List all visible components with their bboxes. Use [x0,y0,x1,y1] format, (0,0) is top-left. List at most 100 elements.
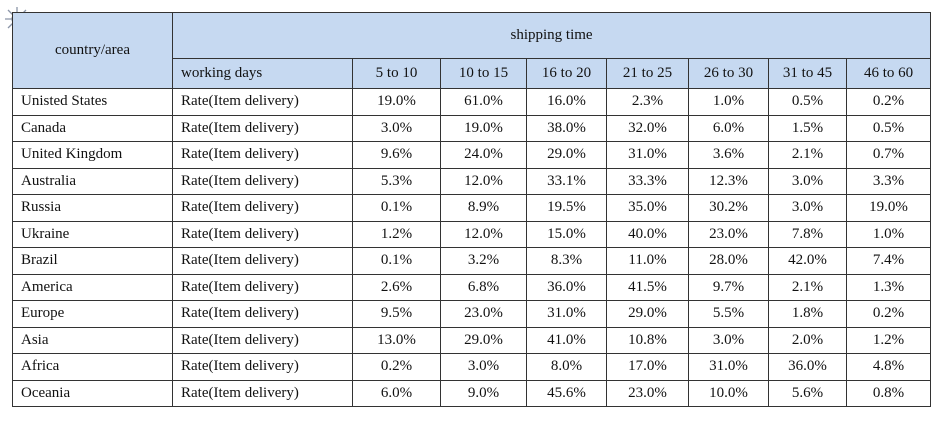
cell: 5.5% [688,300,769,328]
cell: 10.8% [606,326,689,354]
cell: Europe [12,300,173,328]
cell: 0.2% [845,300,932,328]
cell: 8.0% [526,353,607,381]
cell: 0.8% [845,379,932,407]
cell: 5.6% [768,379,847,407]
header-cell: country/area [12,12,173,89]
cell: 7.4% [845,247,932,275]
cell: 45.6% [526,379,607,407]
cell: 0.2% [352,353,441,381]
cell: Rate(Item delivery) [172,114,353,142]
cell: Rate(Item delivery) [172,220,353,248]
cell: Rate(Item delivery) [172,326,353,354]
cell: 0.1% [352,247,441,275]
cell: 9.6% [352,141,441,169]
cell: 32.0% [606,114,689,142]
cell: 1.3% [845,273,932,301]
cell: Rate(Item delivery) [172,273,353,301]
cell: 5 to 10 [352,58,441,89]
cell: 2.1% [768,273,847,301]
cell: 6.0% [352,379,441,407]
cell: 33.1% [526,167,607,195]
cell: 2.1% [768,141,847,169]
cell: 12.0% [440,220,527,248]
cell: 38.0% [526,114,607,142]
cell: 17.0% [606,353,689,381]
cell: 8.3% [526,247,607,275]
cell: 24.0% [440,141,527,169]
cell: 6.0% [688,114,769,142]
cell: 3.0% [768,194,847,222]
cell: 41.5% [606,273,689,301]
cell: Brazil [12,247,173,275]
cell: 5.3% [352,167,441,195]
cell: 19.5% [526,194,607,222]
cell: 30.2% [688,194,769,222]
cell: 1.2% [845,326,932,354]
data-row: Ukraine Rate(Item delivery) 1.2% 12.0% 15.0%… [12,220,932,248]
cell: 12.3% [688,167,769,195]
cell: 4.8% [845,353,932,381]
cell: 1.5% [768,114,847,142]
cell: 31.0% [526,300,607,328]
cell: Rate(Item delivery) [172,247,353,275]
data-row: Russia Rate(Item delivery) 0.1% 8.9% 19.5% 35… [12,194,932,222]
cell: 10.0% [688,379,769,407]
cell: 31.0% [688,353,769,381]
cell: 0.5% [768,88,847,116]
cell: 29.0% [526,141,607,169]
cell: 0.5% [845,114,932,142]
cell: 3.0% [440,353,527,381]
cell: 0.7% [845,141,932,169]
cell: 16.0% [526,88,607,116]
cell: 36.0% [526,273,607,301]
header-cell: shipping time [171,12,932,59]
cell: Rate(Item delivery) [172,167,353,195]
cell: 23.0% [440,300,527,328]
cell: Ukraine [12,220,173,248]
data-row: Canada Rate(Item delivery) 3.0% 19.0% 38.0% 3… [12,114,932,142]
cell: 61.0% [440,88,527,116]
data-row: Africa Rate(Item delivery) 0.2% 3.0% 8.0% 17.… [12,353,932,381]
table-body: country/area shipping time working days … [12,12,932,407]
data-row: Australia Rate(Item delivery) 5.3% 12.0% 33.… [12,167,932,195]
cell: 3.3% [845,167,932,195]
cell: 2.0% [768,326,847,354]
cell: 13.0% [352,326,441,354]
cell: 8.9% [440,194,527,222]
cell: 23.0% [688,220,769,248]
data-row: Oceania Rate(Item delivery) 6.0% 9.0% 45.6% 2… [12,379,932,407]
cell: Rate(Item delivery) [172,353,353,381]
cell: Russia [12,194,173,222]
cell: Australia [12,167,173,195]
cell: Rate(Item delivery) [172,88,353,116]
cell: 41.0% [526,326,607,354]
cell: 3.0% [688,326,769,354]
cell: 9.0% [440,379,527,407]
cell: Unisted States [12,88,173,116]
cell: 40.0% [606,220,689,248]
cell: 1.0% [845,220,932,248]
cell: 3.0% [352,114,441,142]
cell: 31 to 45 [768,58,847,89]
cell: 2.3% [606,88,689,116]
cell: 28.0% [688,247,769,275]
cell: 26 to 30 [688,58,769,89]
cell: 3.6% [688,141,769,169]
header-cell: working days [172,58,353,89]
cell: 12.0% [440,167,527,195]
cell: 9.5% [352,300,441,328]
cell: Africa [12,353,173,381]
cell: Rate(Item delivery) [172,300,353,328]
cell: 1.8% [768,300,847,328]
cell: 6.8% [440,273,527,301]
cell: 33.3% [606,167,689,195]
cell: 23.0% [606,379,689,407]
cell: 9.7% [688,273,769,301]
cell: 46 to 60 [845,58,932,89]
cell: America [12,273,173,301]
cell: 19.0% [845,194,932,222]
cell: Rate(Item delivery) [172,141,353,169]
data-row: America Rate(Item delivery) 2.6% 6.8% 36.0% 4… [12,273,932,301]
